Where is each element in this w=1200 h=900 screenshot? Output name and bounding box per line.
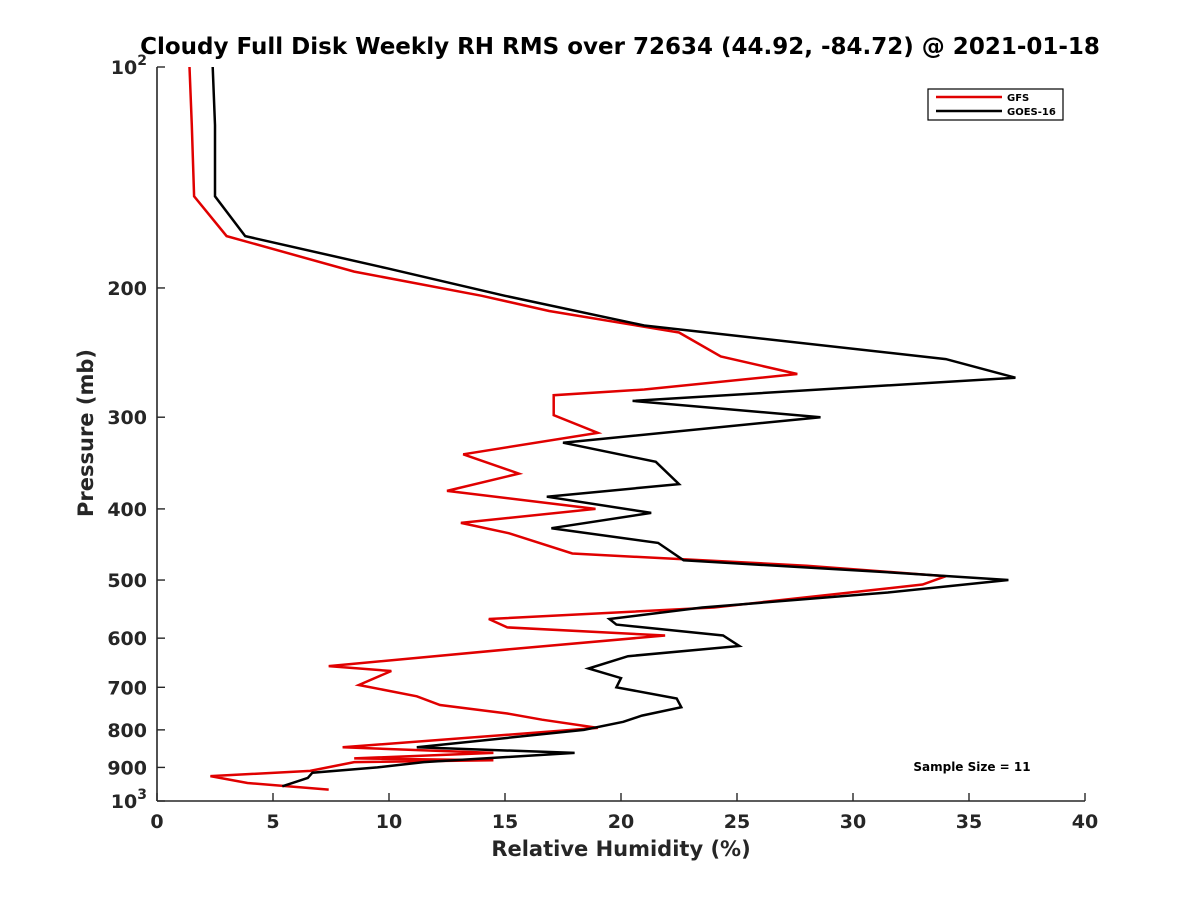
y-tick-label: 200 (107, 278, 147, 300)
plot-lines (188, 66, 1016, 791)
y-tick-label: 103 (111, 787, 147, 813)
x-tick-label: 35 (956, 811, 982, 833)
x-tick-label: 10 (376, 811, 402, 833)
chart-title: Cloudy Full Disk Weekly RH RMS over 7263… (140, 34, 1100, 60)
x-tick-label: 40 (1072, 811, 1098, 833)
y-tick-label: 500 (107, 570, 147, 592)
legend-box (927, 88, 1064, 121)
series-line-goes16 (211, 66, 1016, 788)
x-tick-label: 20 (608, 811, 634, 833)
x-ticks: 0 5 10 15 20 25 30 35 40 (150, 793, 1098, 833)
y-tick-label: 700 (107, 677, 147, 699)
y-tick-label: 300 (107, 407, 147, 429)
x-tick-label: 30 (840, 811, 866, 833)
y-tick-label: 800 (107, 720, 147, 742)
y-tick-label: 900 (107, 757, 147, 779)
y-axis-label: Pressure (mb) (74, 349, 98, 517)
x-tick-label: 5 (266, 811, 279, 833)
x-tick-label: 0 (150, 811, 163, 833)
series-line-gfs (188, 66, 947, 791)
legend: GFS GOES-16 (927, 88, 1064, 121)
sample-size-annotation: Sample Size = 11 (913, 760, 1030, 774)
x-tick-label: 15 (492, 811, 518, 833)
legend-label-goes16: GOES-16 (1007, 107, 1056, 118)
x-axis-label: Relative Humidity (%) (491, 837, 750, 861)
y-tick-label: 400 (107, 499, 147, 521)
y-tick-label: 102 (111, 53, 147, 79)
y-tick-label: 600 (107, 628, 147, 650)
y-ticks: 102 200 300 400 500 600 700 800 900 103 (107, 53, 165, 813)
x-tick-label: 25 (724, 811, 750, 833)
legend-label-gfs: GFS (1007, 93, 1029, 104)
